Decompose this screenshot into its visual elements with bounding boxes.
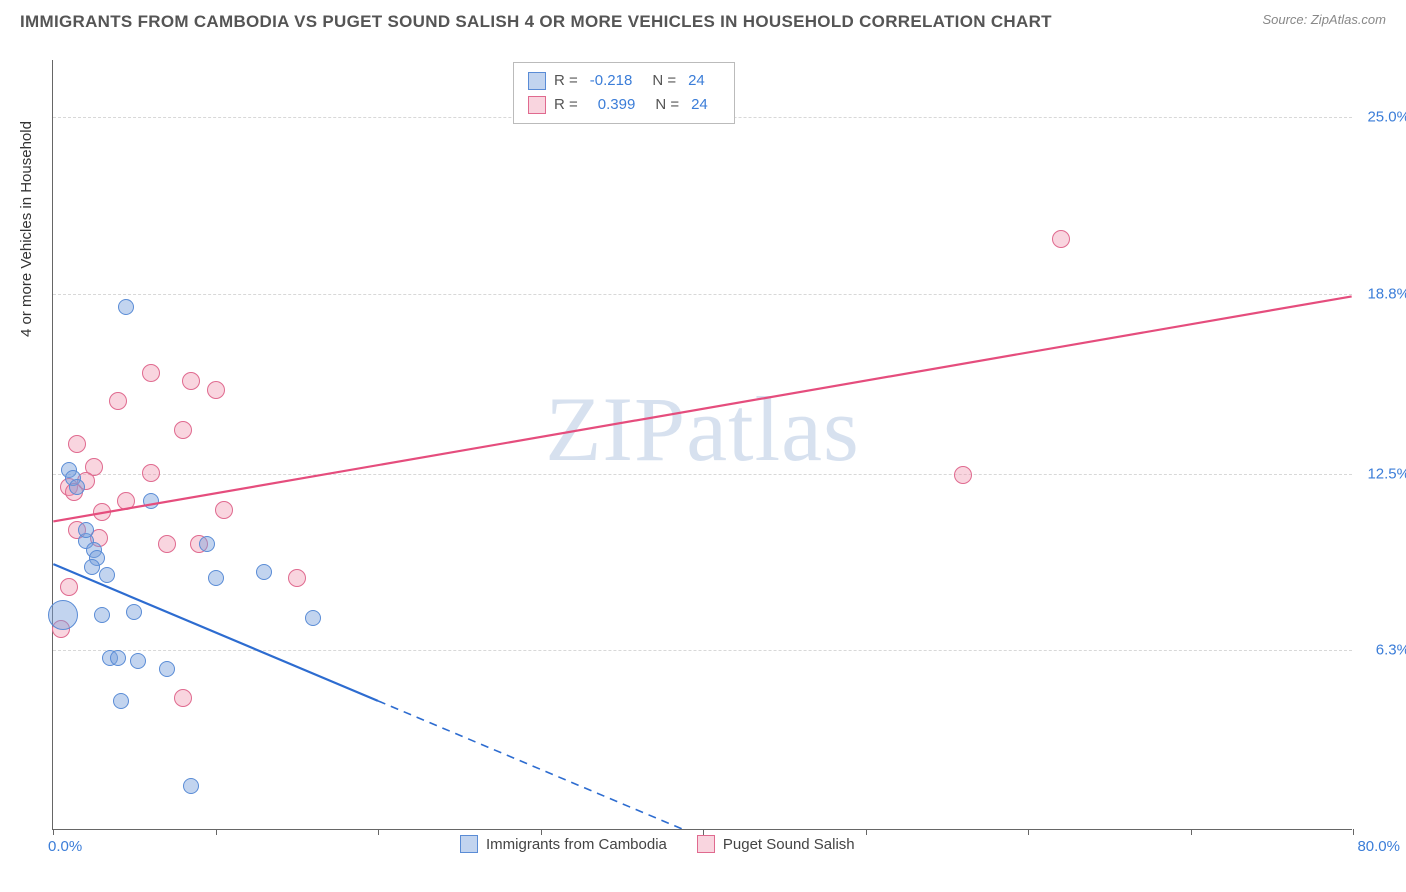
x-tick — [1353, 829, 1354, 835]
pink-point — [182, 372, 200, 390]
blue-point — [78, 522, 94, 538]
chart-header: IMMIGRANTS FROM CAMBODIA VS PUGET SOUND … — [0, 0, 1406, 40]
blue-point — [126, 604, 142, 620]
blue-point — [84, 559, 100, 575]
pink-point — [288, 569, 306, 587]
blue-point — [183, 778, 199, 794]
blue-point — [118, 299, 134, 315]
blue-point — [99, 567, 115, 583]
blue-point — [130, 653, 146, 669]
watermark: ZIPatlas — [545, 376, 860, 482]
blue-point — [110, 650, 126, 666]
x-tick — [378, 829, 379, 835]
pink-point — [109, 392, 127, 410]
pink-point — [93, 503, 111, 521]
blue-point — [305, 610, 321, 626]
y-tick-label: 6.3% — [1376, 642, 1406, 659]
pink-point — [68, 435, 86, 453]
y-axis-title: 4 or more Vehicles in Household — [18, 121, 35, 337]
pink-point — [60, 578, 78, 596]
pink-point — [215, 501, 233, 519]
pink-point — [207, 381, 225, 399]
x-tick — [866, 829, 867, 835]
blue-point — [113, 693, 129, 709]
stats-legend: R = -0.218 N = 24 R = 0.399 N = 24 — [513, 62, 735, 124]
blue-point — [94, 607, 110, 623]
pink-point — [174, 421, 192, 439]
blue-point — [143, 493, 159, 509]
x-max-label: 80.0% — [1357, 838, 1400, 855]
blue-point — [48, 600, 78, 630]
pink-point — [1052, 230, 1070, 248]
legend-item-blue: Immigrants from Cambodia — [460, 835, 667, 853]
x-tick — [53, 829, 54, 835]
swatch-pink-icon — [697, 835, 715, 853]
blue-point — [208, 570, 224, 586]
gridline — [53, 294, 1352, 295]
x-tick — [1028, 829, 1029, 835]
trendlines — [53, 60, 1352, 829]
gridline — [53, 650, 1352, 651]
y-tick-label: 25.0% — [1367, 109, 1406, 126]
swatch-blue — [528, 72, 546, 90]
y-tick-label: 18.8% — [1367, 285, 1406, 302]
x-tick — [1191, 829, 1192, 835]
series-legend: Immigrants from Cambodia Puget Sound Sal… — [460, 835, 855, 853]
pink-point — [174, 689, 192, 707]
chart-title: IMMIGRANTS FROM CAMBODIA VS PUGET SOUND … — [20, 12, 1052, 32]
swatch-pink — [528, 96, 546, 114]
blue-point — [69, 479, 85, 495]
gridline — [53, 474, 1352, 475]
y-tick-label: 12.5% — [1367, 465, 1406, 482]
blue-point — [256, 564, 272, 580]
blue-point — [159, 661, 175, 677]
x-tick — [216, 829, 217, 835]
stats-row-blue: R = -0.218 N = 24 — [528, 69, 720, 93]
pink-point — [142, 364, 160, 382]
x-min-label: 0.0% — [48, 838, 82, 855]
pink-point — [158, 535, 176, 553]
scatter-chart: ZIPatlas 6.3%12.5%18.8%25.0% R = -0.218 … — [52, 60, 1352, 830]
swatch-blue-icon — [460, 835, 478, 853]
pink-point — [117, 492, 135, 510]
stats-row-pink: R = 0.399 N = 24 — [528, 93, 720, 117]
pink-point — [142, 464, 160, 482]
legend-item-pink: Puget Sound Salish — [697, 835, 855, 853]
pink-point — [954, 466, 972, 484]
blue-point — [199, 536, 215, 552]
chart-source: Source: ZipAtlas.com — [1262, 12, 1386, 27]
